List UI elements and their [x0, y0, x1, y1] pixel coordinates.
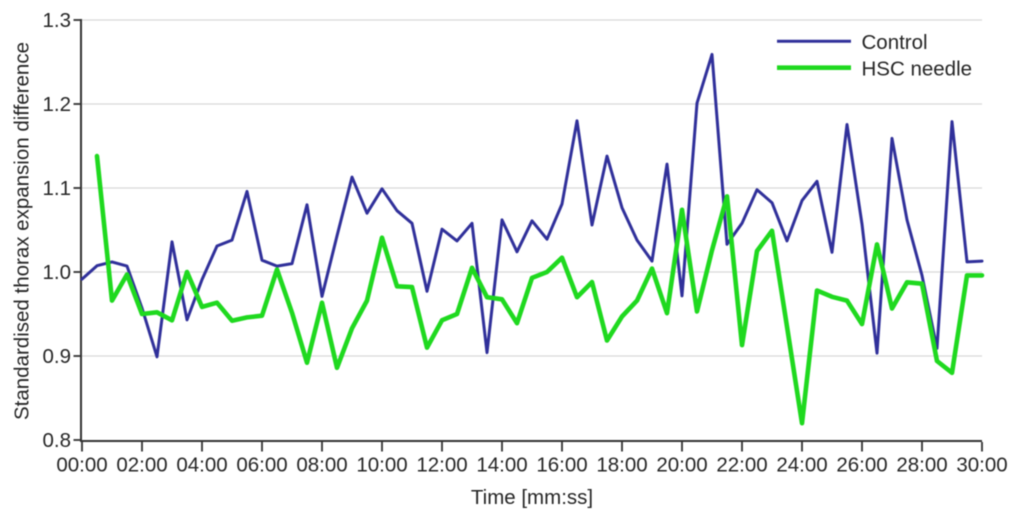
svg-text:0.8: 0.8 — [43, 429, 72, 452]
svg-text:Standardised thorax expansion: Standardised thorax expansion difference — [11, 42, 34, 420]
svg-text:28:00: 28:00 — [896, 454, 947, 477]
svg-text:24:00: 24:00 — [776, 454, 827, 477]
svg-text:1.2: 1.2 — [43, 93, 72, 116]
svg-text:30:00: 30:00 — [956, 454, 1007, 477]
svg-text:26:00: 26:00 — [836, 454, 887, 477]
svg-text:0.9: 0.9 — [43, 345, 72, 368]
svg-text:00:00: 00:00 — [56, 454, 107, 477]
svg-text:1.3: 1.3 — [43, 9, 72, 32]
svg-text:18:00: 18:00 — [596, 454, 647, 477]
svg-text:14:00: 14:00 — [476, 454, 527, 477]
svg-text:HSC needle: HSC needle — [862, 57, 973, 80]
svg-text:20:00: 20:00 — [656, 454, 707, 477]
svg-text:10:00: 10:00 — [356, 454, 407, 477]
svg-text:Control: Control — [862, 31, 928, 54]
svg-text:08:00: 08:00 — [296, 454, 347, 477]
svg-text:16:00: 16:00 — [536, 454, 587, 477]
svg-text:12:00: 12:00 — [416, 454, 467, 477]
svg-text:22:00: 22:00 — [716, 454, 767, 477]
svg-text:1.1: 1.1 — [43, 177, 72, 200]
svg-text:06:00: 06:00 — [236, 454, 287, 477]
svg-text:Time [mm:ss]: Time [mm:ss] — [471, 486, 593, 509]
svg-text:1.0: 1.0 — [43, 261, 72, 284]
svg-text:02:00: 02:00 — [116, 454, 167, 477]
svg-text:04:00: 04:00 — [176, 454, 227, 477]
